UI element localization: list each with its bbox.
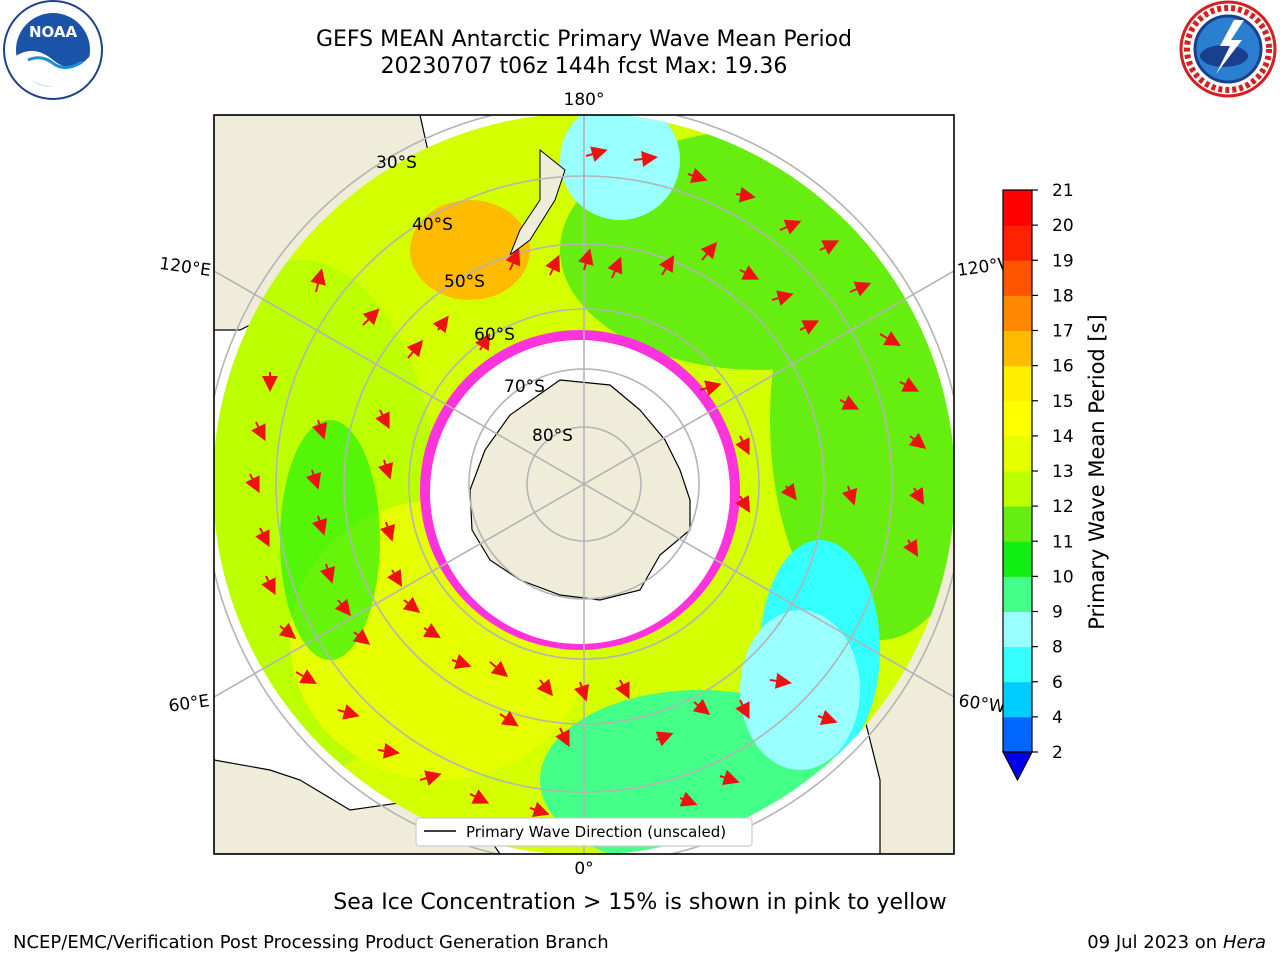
colorbar-tick-label: 6 [1052,673,1063,693]
meridian-label-60w: 60°W [957,691,1006,717]
colorbar-segment [1003,365,1032,402]
parallel-label-60s: 60°S [474,325,515,345]
colorbar-tick-label: 17 [1052,322,1074,342]
colorbar-tick-label: 20 [1052,216,1074,236]
noaa-logo: NOAA [3,0,103,100]
meridian-label-180: 180° [564,90,605,110]
colorbar-segment [1003,260,1032,296]
map-title-line1: GEFS MEAN Antarctic Primary Wave Mean Pe… [315,27,853,52]
footer-host: Hera [1222,932,1266,953]
colorbar-segment [1003,225,1032,261]
colorbar-tick-label: 18 [1052,286,1074,306]
colorbar-segment [1003,576,1032,612]
colorbar-tick-label: 16 [1052,357,1074,377]
meridian-label-60e: 60°E [167,691,210,716]
colorbar-tick-label: 4 [1052,708,1063,728]
colorbar-tick-label: 21 [1052,181,1074,201]
colorbar-tick-label: 13 [1052,462,1074,482]
parallel-label-50s: 50°S [444,272,485,292]
colorbar-tick-label: 9 [1052,603,1063,623]
footer-date: 09 Jul 2023 on Hera [1087,932,1266,953]
colorbar-tick-label: 14 [1052,427,1074,447]
colorbar-segment [1003,681,1032,718]
footer-date-text: 09 Jul 2023 on [1087,932,1223,953]
colorbar-segment [1003,435,1032,472]
map-title-line2: 20230707 t06z 144h fcst Max: 19.36 [380,54,788,79]
colorbar-label: Primary Wave Mean Period [s] [1085,314,1109,630]
colorbar-under-triangle [1002,751,1033,782]
parallel-label-40s: 40°S [412,215,453,235]
parallel-label-80s: 80°S [532,426,573,446]
sea-ice-note: Sea Ice Concentration > 15% is shown in … [333,890,947,915]
legend-label: Primary Wave Direction (unscaled) [466,823,726,841]
colorbar-segment [1003,716,1032,753]
colorbar-segment [1003,506,1032,542]
colorbar-tick-label: 8 [1052,638,1063,658]
colorbar-tick-label: 15 [1052,392,1074,412]
colorbar: 2 4 6 8 9 10 11 12 13 14 15 16 17 18 19 20 21 [1002,181,1074,782]
colorbar-segment [1003,330,1032,367]
colorbar-segment [1003,295,1032,331]
meridian-label-120e: 120°E [158,254,212,281]
nws-logo [1179,0,1277,98]
meridian-label-0: 0° [574,859,593,879]
map-panel [214,115,954,854]
colorbar-segment [1003,471,1032,507]
antarctica-land [469,379,691,601]
colorbar-tick-label: 11 [1052,532,1074,552]
colorbar-tick-label: 19 [1052,251,1074,271]
colorbar-segment [1003,611,1032,648]
colorbar-tick-label: 12 [1052,497,1074,517]
map-legend: Primary Wave Direction (unscaled) [415,817,753,847]
map-frame [213,114,955,855]
colorbar-tick-label: 2 [1052,743,1063,763]
parallel-label-30s: 30°S [376,153,417,173]
colorbar-tick-label: 10 [1052,567,1074,587]
footer-credit: NCEP/EMC/Verification Post Processing Pr… [13,932,609,953]
wave-direction-arrows [245,146,927,818]
colorbar-segment [1003,190,1032,226]
colorbar-segment [1003,541,1032,577]
colorbar-segment [1003,646,1032,683]
colorbar-segment [1003,400,1032,437]
noaa-logo-text: NOAA [29,23,78,41]
parallel-label-70s: 70°S [504,377,545,397]
new-zealand-land [508,148,566,257]
